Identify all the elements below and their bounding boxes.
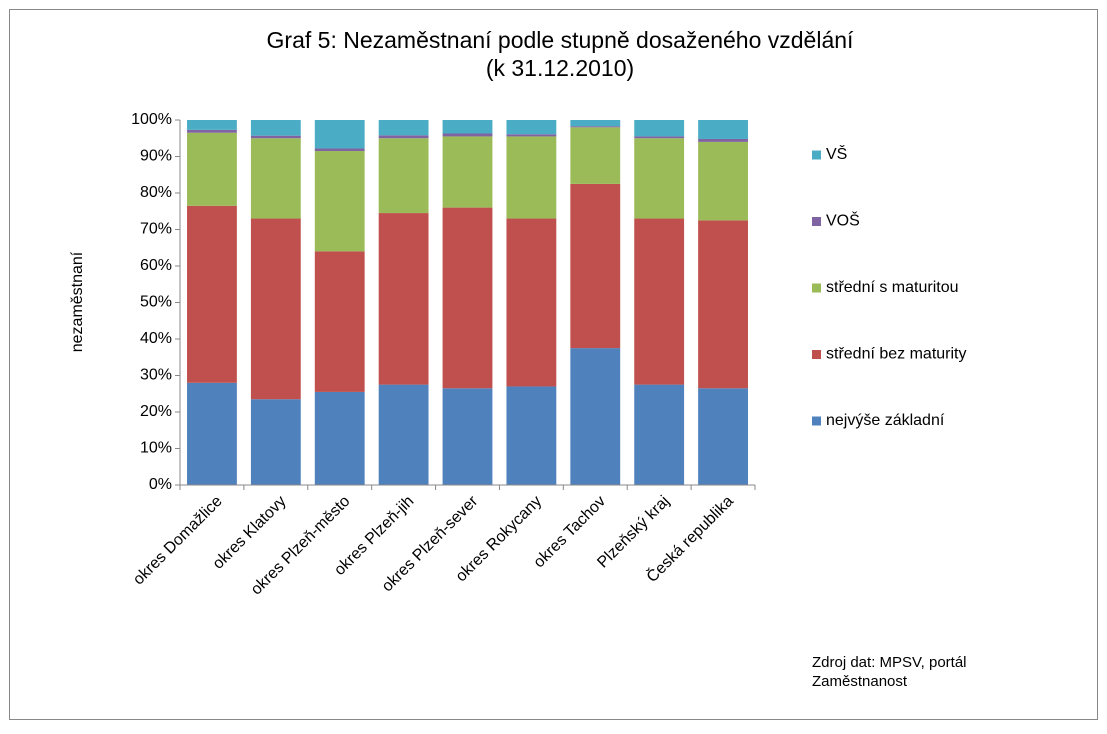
- bar-segment: [698, 141, 748, 221]
- legend-label: VŠ: [826, 144, 847, 163]
- legend-swatch: [812, 217, 821, 226]
- y-tick-label: 10%: [140, 440, 172, 457]
- bar-segment: [698, 220, 748, 389]
- bar-segment: [250, 135, 301, 139]
- bar-segment: [314, 148, 365, 152]
- bar-segment: [250, 138, 301, 219]
- bar-segment: [187, 120, 237, 130]
- y-tick-label: 70%: [140, 221, 172, 238]
- source-note: Zdroj dat: MPSV, portál: [812, 654, 967, 671]
- chart-subtitle: (k 31.12.2010): [486, 55, 634, 81]
- legend-label: nejvýše základní: [826, 412, 945, 429]
- y-tick-label: 50%: [140, 294, 172, 311]
- y-axis-label: nezaměstnaní: [69, 251, 86, 352]
- bar-segment: [698, 388, 748, 485]
- y-tick-label: 40%: [140, 330, 172, 347]
- y-tick-label: 100%: [131, 111, 172, 128]
- legend-label: střední bez maturity: [826, 346, 967, 363]
- bar-segment: [378, 138, 429, 214]
- bar-segment: [570, 348, 621, 485]
- bar-segment: [187, 132, 237, 206]
- bar-segment: [442, 120, 493, 134]
- legend-swatch: [812, 416, 821, 426]
- bar-segment: [314, 391, 365, 485]
- y-tick-label: 0%: [149, 476, 172, 493]
- bar-segment: [570, 126, 621, 128]
- legend-label: střední s maturitou: [826, 279, 959, 296]
- y-tick-label: 80%: [140, 184, 172, 201]
- legend-swatch: [812, 350, 821, 359]
- bar-segment: [187, 129, 237, 133]
- bar-segment: [570, 127, 621, 184]
- bar-segment: [698, 138, 748, 142]
- bar-segment: [634, 136, 685, 139]
- legend-swatch: [812, 150, 821, 160]
- bar-segment: [506, 134, 557, 137]
- bar-segment: [442, 388, 493, 485]
- bar-segment: [634, 218, 685, 385]
- bar-segment: [634, 138, 685, 219]
- bar-segment: [698, 120, 748, 139]
- legend-label: VOŠ: [826, 211, 860, 230]
- y-tick-label: 20%: [140, 403, 172, 420]
- bar-segment: [187, 382, 237, 485]
- bar-segment: [250, 218, 301, 400]
- bar-segment: [442, 207, 493, 389]
- bar-segment: [378, 213, 429, 385]
- bar-segment: [250, 120, 301, 136]
- bar-segment: [506, 218, 557, 387]
- bar-segment: [570, 120, 621, 127]
- bar-segment: [634, 384, 685, 485]
- bar-segment: [314, 251, 365, 392]
- bar-segment: [442, 133, 493, 137]
- chart-title: Graf 5: Nezaměstnaní podle stupně dosaže…: [267, 27, 854, 53]
- bar-segment: [378, 135, 429, 139]
- bar-segment: [570, 183, 621, 349]
- bar-segment: [442, 136, 493, 208]
- bar-segment: [506, 120, 557, 135]
- bar-segment: [634, 120, 685, 137]
- bar-segment: [187, 205, 237, 383]
- bar-segment: [314, 151, 365, 252]
- y-tick-label: 60%: [140, 257, 172, 274]
- bar-segment: [314, 120, 365, 149]
- y-tick-label: 30%: [140, 367, 172, 384]
- bar-segment: [378, 384, 429, 485]
- legend-swatch: [812, 283, 821, 293]
- bar-segment: [506, 136, 557, 219]
- bar-segment: [378, 120, 429, 136]
- bar-segment: [250, 399, 301, 485]
- y-tick-label: 90%: [140, 148, 172, 165]
- bar-segment: [506, 386, 557, 485]
- source-note: Zaměstnanost: [812, 673, 908, 690]
